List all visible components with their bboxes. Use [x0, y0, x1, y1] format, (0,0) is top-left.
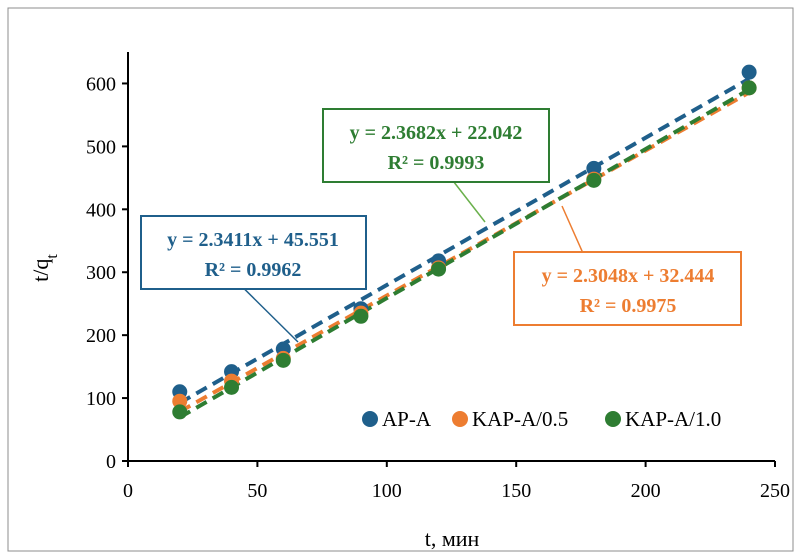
x-tick-label: 100	[372, 480, 402, 502]
point-kap-a-1-0	[353, 308, 369, 324]
point-kap-a-1-0	[275, 352, 291, 368]
y-tick-label: 300	[86, 262, 116, 284]
x-tick-label: 0	[123, 480, 133, 502]
legend-label-kap-a-0-5: KAP-A/0.5	[472, 407, 568, 431]
equation-box-kap-a-1-0-frame	[322, 108, 550, 183]
point-kap-a-0-5	[172, 393, 188, 409]
equation-kap-a-0-5: y = 2.3048x + 32.444	[542, 265, 715, 287]
trendline-ap-a	[178, 77, 751, 405]
equation-ap-a: y = 2.3411x + 45.551	[167, 229, 339, 251]
legend-label-ap-a: AP-A	[382, 407, 432, 431]
y-tick-label: 500	[86, 136, 116, 158]
x-axis-ticks: 0 50 100 150 200 250	[123, 461, 790, 502]
legend-label-kap-a-1-0: KAP-A/1.0	[625, 407, 721, 431]
y-axis-title: t/qt	[28, 254, 61, 282]
legend-marker-ap-a	[362, 411, 378, 427]
legend-item-kap-a-0-5: KAP-A/0.5	[452, 407, 568, 431]
point-kap-a-1-0	[172, 404, 188, 420]
x-tick-label: 50	[247, 480, 267, 502]
point-kap-a-1-0	[431, 261, 447, 277]
y-tick-label: 600	[86, 73, 116, 95]
trendlines	[178, 77, 751, 420]
y-axis-ticks: 0 100 200 300 400 500 600	[86, 73, 128, 473]
legend: AP-A KAP-A/0.5 KAP-A/1.0	[362, 407, 721, 431]
point-kap-a-1-0	[741, 80, 757, 96]
point-kap-a-1-0	[224, 379, 240, 395]
equation-box-kap-a-1-0: y = 2.3682x + 22.042 R² = 0.9993	[322, 108, 550, 183]
y-tick-label: 0	[106, 451, 116, 473]
r2-ap-a: R² = 0.9962	[205, 259, 302, 281]
y-tick-label: 100	[86, 388, 116, 410]
x-tick-label: 150	[501, 480, 531, 502]
legend-marker-kap-a-1-0	[605, 411, 621, 427]
x-tick-label: 250	[760, 480, 790, 502]
data-points	[172, 64, 757, 420]
legend-marker-kap-a-0-5	[452, 411, 468, 427]
y-tick-label: 400	[86, 199, 116, 221]
legend-item-kap-a-1-0: KAP-A/1.0	[605, 407, 721, 431]
point-ap-a	[586, 160, 602, 176]
point-ap-a	[741, 64, 757, 80]
r2-kap-a-0-5: R² = 0.9975	[580, 295, 677, 317]
equation-box-kap-a-0-5-frame	[513, 251, 742, 326]
equation-box-ap-a-frame	[140, 215, 367, 290]
equation-box-ap-a: y = 2.3411x + 45.551 R² = 0.9962	[140, 215, 367, 290]
equation-kap-a-1-0: y = 2.3682x + 22.042	[350, 122, 523, 144]
trendline-kap-a-1-0	[178, 87, 751, 420]
x-axis-title: t, мин	[425, 526, 480, 551]
x-tick-label: 200	[631, 480, 661, 502]
y-axis-title-sub: t	[44, 254, 61, 259]
legend-item-ap-a: AP-A	[362, 407, 432, 431]
r2-kap-a-1-0: R² = 0.9993	[388, 152, 485, 174]
equation-box-kap-a-0-5: y = 2.3048x + 32.444 R² = 0.9975	[513, 251, 742, 326]
y-axis-title-main: t/q	[28, 259, 53, 282]
y-tick-label: 200	[86, 325, 116, 347]
point-kap-a-1-0	[586, 172, 602, 188]
